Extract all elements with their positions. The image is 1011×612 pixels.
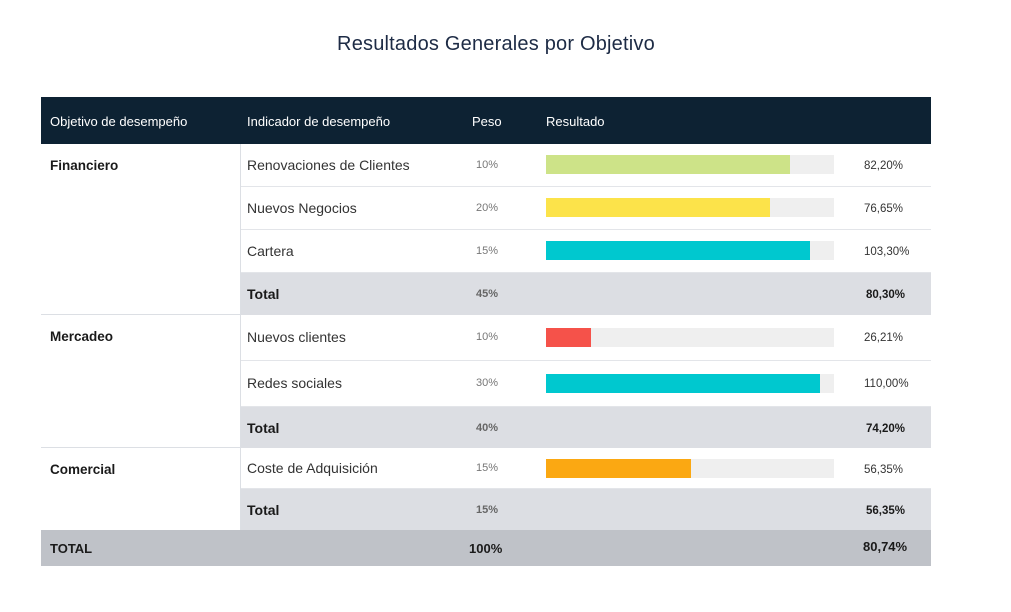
peso-value: 20% (476, 202, 499, 214)
grand-total-label: TOTAL (50, 541, 93, 556)
result-bar-track (546, 198, 834, 217)
result-bar-track (546, 241, 834, 260)
grand-total-row: TOTAL 100% 80,74% (41, 530, 931, 566)
result-bar-track (546, 374, 834, 393)
subtotal-result: 80,30% (866, 289, 906, 301)
subtotal-peso: 15% (476, 504, 499, 516)
table-row: Renovaciones de Clientes 10% 82,20% (241, 144, 931, 187)
peso-value: 10% (476, 331, 499, 343)
result-bar-track (546, 459, 834, 478)
grand-total-peso: 100% (469, 541, 503, 556)
header-objetivo: Objetivo de desempeño (50, 114, 188, 129)
indicator-label: Cartera (247, 243, 294, 259)
subtotal-peso: 45% (476, 288, 499, 300)
indicator-label: Nuevos Negocios (247, 200, 357, 216)
result-value: 76,65% (864, 203, 904, 215)
objective-financiero: Financiero (41, 144, 241, 315)
header-indicador: Indicador de desempeño (247, 114, 391, 129)
result-value: 56,35% (864, 464, 904, 476)
objective-label: Financiero (50, 158, 119, 173)
result-value: 103,30% (864, 246, 910, 258)
subtotal-label: Total (247, 420, 280, 436)
subtotal-result: 74,20% (866, 423, 906, 435)
subtotal-label: Total (247, 286, 280, 302)
table-header: Objetivo de desempeño Indicador de desem… (41, 97, 931, 144)
result-bar-track (546, 328, 834, 347)
objective-comercial: Comercial (41, 448, 241, 531)
indicator-label: Redes sociales (247, 375, 342, 391)
objective-mercadeo: Mercadeo (41, 315, 241, 448)
subtotal-row: Total 45% 80,30% (241, 273, 931, 315)
subtotal-row: Total 40% 74,20% (241, 407, 931, 448)
peso-value: 15% (476, 245, 499, 257)
result-bar-fill (546, 155, 790, 174)
result-bar-fill (546, 328, 591, 347)
subtotal-result: 56,35% (866, 505, 906, 517)
peso-value: 15% (476, 462, 499, 474)
objective-label: Mercadeo (50, 329, 114, 344)
subtotal-peso: 40% (476, 422, 499, 434)
peso-value: 30% (476, 377, 499, 389)
result-bar-track (546, 155, 834, 174)
result-value: 110,00% (864, 378, 909, 390)
indicator-label: Coste de Adquisición (247, 460, 378, 476)
table-row: Coste de Adquisición 15% 56,35% (241, 448, 931, 489)
table-row: Nuevos clientes 10% 26,21% (241, 315, 931, 361)
grand-total-result: 80,74% (863, 539, 908, 554)
result-bar-fill (546, 374, 820, 393)
table-row: Nuevos Negocios 20% 76,65% (241, 187, 931, 230)
subtotal-row: Total 15% 56,35% (241, 489, 931, 530)
subtotal-label: Total (247, 502, 280, 518)
result-value: 82,20% (864, 160, 904, 172)
result-bar-fill (546, 241, 810, 260)
table-row: Redes sociales 30% 110,00% (241, 361, 931, 407)
peso-value: 10% (476, 159, 499, 171)
page-title: Resultados Generales por Objetivo (337, 33, 655, 55)
indicator-label: Renovaciones de Clientes (247, 157, 410, 173)
table-row: Cartera 15% 103,30% (241, 230, 931, 273)
result-bar-fill (546, 459, 691, 478)
header-resultado: Resultado (546, 114, 605, 129)
result-bar-fill (546, 198, 770, 217)
objective-label: Comercial (50, 462, 116, 477)
result-value: 26,21% (864, 332, 904, 344)
indicator-label: Nuevos clientes (247, 329, 346, 345)
header-peso: Peso (472, 114, 502, 129)
